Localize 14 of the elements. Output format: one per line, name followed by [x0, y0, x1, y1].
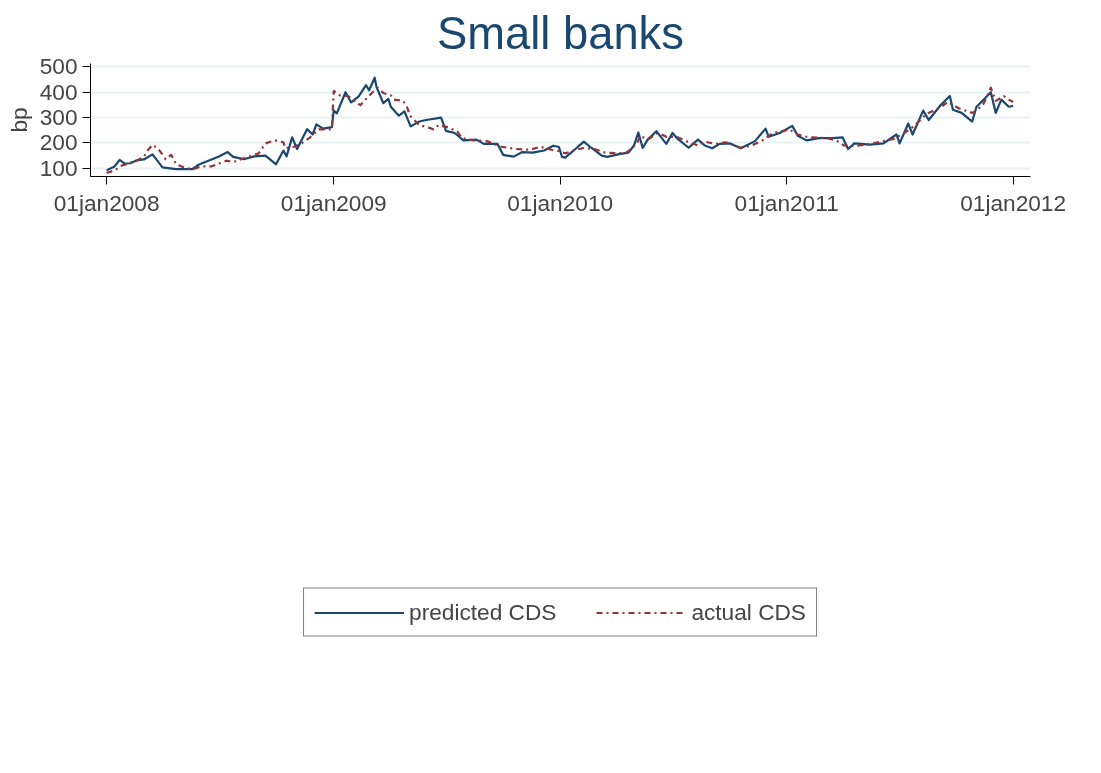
y-axis-title: bp	[5, 107, 32, 133]
x-tick-label: 01jan2012	[960, 189, 1067, 216]
y-tick-label: 400	[39, 78, 78, 105]
y-tick-label: 300	[39, 103, 78, 130]
legend-label: actual CDS	[691, 598, 806, 626]
y-tick-label: 500	[39, 53, 78, 80]
x-tick-label: 01jan2010	[507, 189, 614, 216]
legend-label: predicted CDS	[409, 598, 557, 626]
x-tick-label: 01jan2008	[53, 189, 160, 216]
chart-title: Small banks	[437, 7, 684, 59]
y-tick-label: 100	[39, 154, 78, 181]
x-tick-label: 01jan2009	[280, 189, 387, 216]
x-tick-label: 01jan2011	[734, 189, 839, 216]
y-tick-label: 200	[39, 129, 78, 156]
